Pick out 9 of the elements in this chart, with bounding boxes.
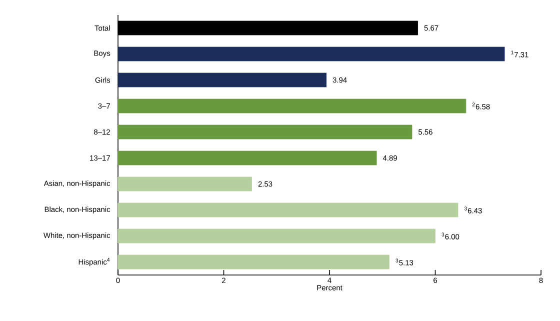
bar — [118, 46, 505, 62]
bar — [118, 254, 390, 270]
bar — [118, 150, 377, 166]
bar — [118, 228, 436, 244]
bar — [118, 124, 412, 140]
bar — [118, 98, 466, 114]
bar — [118, 176, 252, 192]
bar — [118, 72, 327, 88]
bar — [118, 202, 458, 218]
